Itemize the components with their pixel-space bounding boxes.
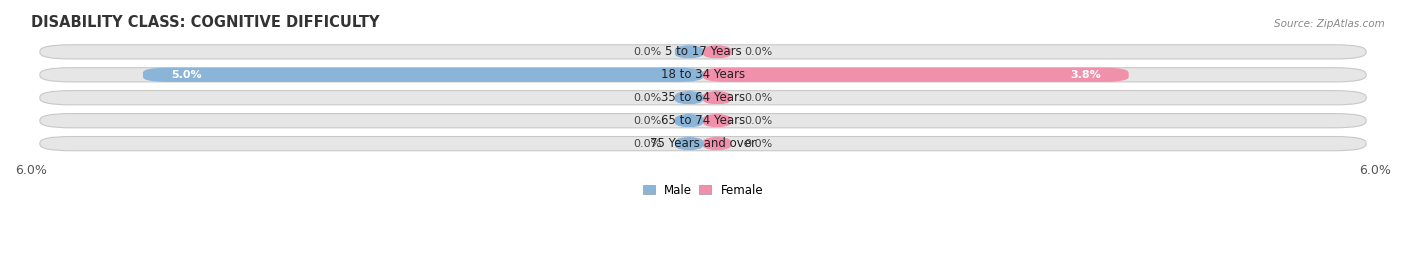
Text: 5 to 17 Years: 5 to 17 Years — [665, 45, 741, 58]
FancyBboxPatch shape — [675, 114, 703, 128]
Text: 0.0%: 0.0% — [744, 47, 773, 57]
Text: DISABILITY CLASS: COGNITIVE DIFFICULTY: DISABILITY CLASS: COGNITIVE DIFFICULTY — [31, 15, 380, 30]
Text: 0.0%: 0.0% — [633, 139, 662, 148]
FancyBboxPatch shape — [39, 114, 1367, 128]
Text: 18 to 34 Years: 18 to 34 Years — [661, 68, 745, 81]
FancyBboxPatch shape — [675, 137, 703, 151]
Text: 0.0%: 0.0% — [744, 139, 773, 148]
FancyBboxPatch shape — [39, 45, 1367, 59]
FancyBboxPatch shape — [703, 114, 731, 128]
FancyBboxPatch shape — [675, 45, 703, 59]
FancyBboxPatch shape — [675, 91, 703, 105]
FancyBboxPatch shape — [703, 91, 731, 105]
Text: 35 to 64 Years: 35 to 64 Years — [661, 91, 745, 104]
FancyBboxPatch shape — [143, 68, 703, 82]
Text: 0.0%: 0.0% — [744, 93, 773, 103]
Text: 75 Years and over: 75 Years and over — [650, 137, 756, 150]
FancyBboxPatch shape — [703, 45, 731, 59]
Text: 65 to 74 Years: 65 to 74 Years — [661, 114, 745, 127]
Text: 0.0%: 0.0% — [633, 93, 662, 103]
FancyBboxPatch shape — [39, 68, 1367, 82]
Text: Source: ZipAtlas.com: Source: ZipAtlas.com — [1274, 19, 1385, 29]
Text: 3.8%: 3.8% — [1070, 70, 1101, 80]
FancyBboxPatch shape — [39, 91, 1367, 105]
FancyBboxPatch shape — [703, 68, 1129, 82]
Text: 0.0%: 0.0% — [633, 47, 662, 57]
Text: 0.0%: 0.0% — [633, 116, 662, 126]
Legend: Male, Female: Male, Female — [638, 179, 768, 202]
Text: 5.0%: 5.0% — [172, 70, 201, 80]
FancyBboxPatch shape — [39, 137, 1367, 151]
Text: 0.0%: 0.0% — [744, 116, 773, 126]
FancyBboxPatch shape — [703, 137, 731, 151]
